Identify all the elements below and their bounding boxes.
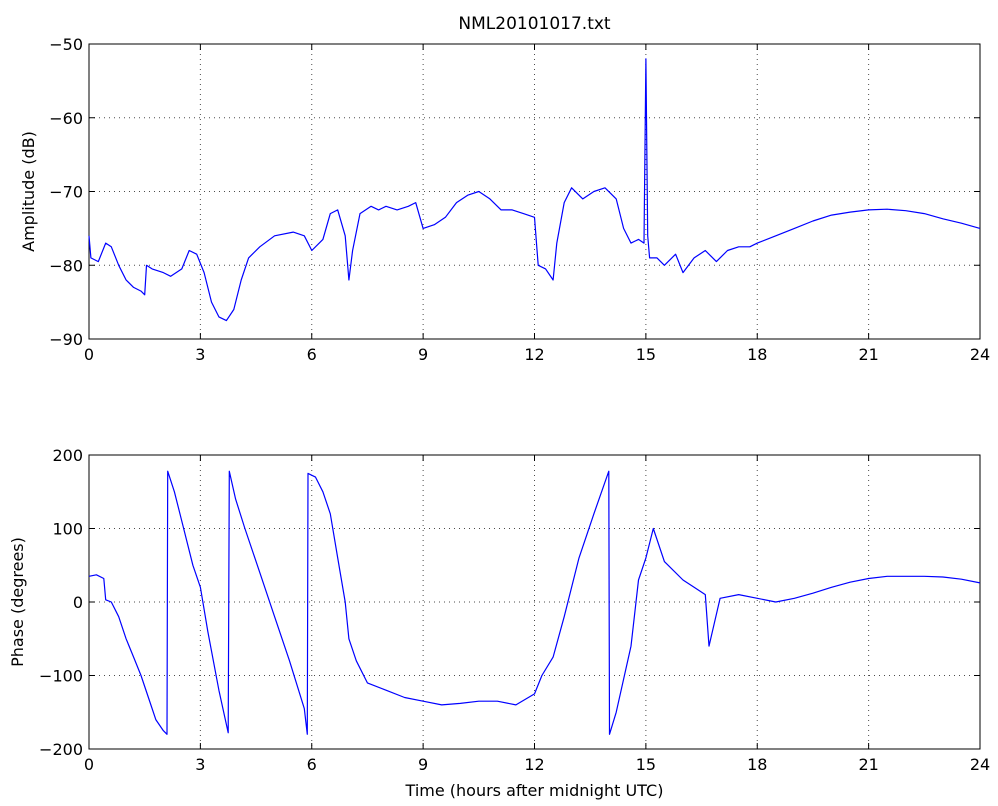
y-tick-label: 100 — [52, 520, 83, 539]
x-tick-label: 21 — [858, 345, 878, 364]
x-tick-label: 18 — [747, 755, 767, 774]
y-tick-label: −90 — [49, 330, 83, 349]
series-line-1 — [88, 58, 981, 322]
x-tick-label: 9 — [418, 755, 428, 774]
x-tick-label: 0 — [84, 755, 94, 774]
x-tick-label: 15 — [636, 755, 656, 774]
panel-1: 0 3 6 9 12 15 18 21 24 −90 −80 −70 −60 −50 Amplitude (… — [19, 35, 990, 364]
y-tick-label: −200 — [39, 740, 83, 759]
x-tick-label: 12 — [524, 755, 544, 774]
x-tick-label: 0 — [84, 345, 94, 364]
x-tick-label: 6 — [307, 755, 317, 774]
x-tick-label: 9 — [418, 345, 428, 364]
y-axis-label: Amplitude (dB) — [19, 131, 38, 252]
x-axis-label: Time (hours after midnight UTC) — [405, 781, 664, 800]
x-tick-label: 3 — [195, 755, 205, 774]
panel-2: 0 3 6 9 12 15 18 21 24 −200 −100 0 100 200 Phase (degr… — [8, 446, 990, 800]
x-tick-label: 6 — [307, 345, 317, 364]
y-tick-label: 200 — [52, 446, 83, 465]
x-tick-label: 18 — [747, 345, 767, 364]
y-tick-label: −80 — [49, 256, 83, 275]
x-tick-label: 24 — [970, 755, 990, 774]
y-tick-label: −60 — [49, 109, 83, 128]
y-axis-label: Phase (degrees) — [8, 537, 27, 667]
panels: 0 3 6 9 12 15 18 21 24 −90 −80 −70 −60 −50 Amplitude (… — [8, 35, 990, 800]
y-tick-label: −50 — [49, 35, 83, 54]
y-tick-label: −70 — [49, 183, 83, 202]
y-tick-label: −100 — [39, 667, 83, 686]
x-tick-label: 21 — [858, 755, 878, 774]
x-tick-label: 3 — [195, 345, 205, 364]
x-tick-label: 24 — [970, 345, 990, 364]
series-line-2 — [88, 470, 981, 735]
x-tick-label: 12 — [524, 345, 544, 364]
figure-title: NML20101017.txt — [458, 14, 611, 34]
y-tick-label: 0 — [73, 593, 83, 612]
x-tick-label: 15 — [636, 345, 656, 364]
